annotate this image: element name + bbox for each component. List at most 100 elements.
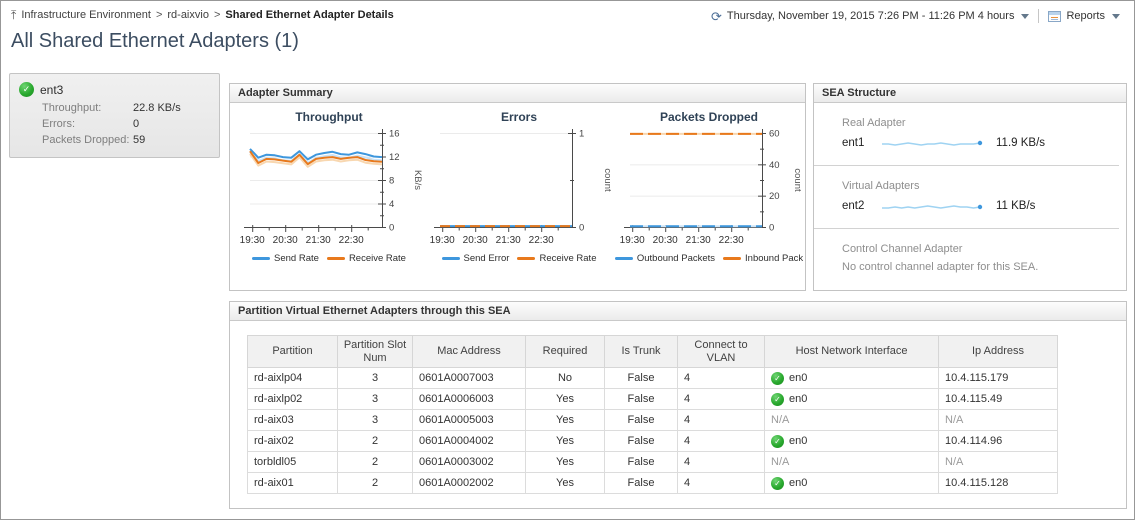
- metric-row: Packets Dropped: 59: [42, 132, 219, 148]
- cell-partition: rd-aixlp04: [247, 367, 338, 389]
- breadcrumb-item[interactable]: Infrastructure Environment: [21, 9, 151, 21]
- metric-label: Throughput:: [42, 102, 102, 114]
- sea-section: Control Channel Adapter No control channe…: [814, 229, 1119, 287]
- legend-item: Receive Rate: [326, 253, 406, 264]
- column-header-4[interactable]: Required: [525, 335, 605, 368]
- cell-slot-num: 3: [337, 409, 413, 431]
- sea-adapter-row: ent2 11 KB/s: [842, 197, 1113, 215]
- cell-vlan: 4: [677, 451, 765, 473]
- legend-item: Receive Rate: [517, 253, 596, 264]
- adapter-name: ent1: [842, 137, 865, 149]
- chart-errors: Errors 0 1 19:30 20:30 21:30 22:30 count Send Er…: [424, 105, 614, 264]
- cell-mac-address: 0601A0006003: [412, 388, 526, 410]
- table-row: rd-aix03 3 0601A0005003 Yes False 4 N/A N/A: [247, 409, 1058, 431]
- status-ok-icon: ✓: [771, 476, 784, 490]
- time-range-selector[interactable]: ⟳ Thursday, November 19, 2015 7:26 PM - …: [711, 10, 1030, 23]
- svg-text:40: 40: [769, 160, 780, 171]
- table-row: rd-aix01 2 0601A0002002 Yes False 4 ✓ en0 10.4.1…: [247, 472, 1058, 494]
- svg-text:19:30: 19:30: [240, 235, 265, 246]
- cell-vlan: 4: [677, 388, 765, 410]
- legend-swatch: [252, 257, 271, 260]
- sea-section-label: Virtual Adapters: [842, 180, 920, 192]
- svg-text:12: 12: [389, 152, 400, 163]
- host-interface-name: N/A: [771, 456, 790, 468]
- svg-text:19:30: 19:30: [430, 235, 455, 246]
- sea-sections: Real Adapter ent1 11.9 KB/s Virtual Adapter…: [814, 103, 1126, 287]
- legend-label: Outbound Packets: [636, 253, 716, 264]
- legend-label: Receive Rate: [539, 253, 597, 264]
- legend-swatch: [517, 257, 536, 260]
- metric-label: Packets Dropped:: [42, 134, 130, 146]
- metric-label: Errors:: [42, 118, 75, 130]
- chart-canvas: 0 1 19:30 20:30 21:30 22:30 count: [430, 129, 613, 247]
- cell-is-trunk: False: [604, 409, 678, 431]
- legend-swatch: [614, 257, 633, 260]
- cell-mac-address: 0601A0007003: [412, 367, 526, 389]
- cell-host-interface: ✓ en0: [764, 367, 939, 389]
- table-row: rd-aix02 2 0601A0004002 Yes False 4 ✓ en0 10.4.1…: [247, 430, 1058, 452]
- column-header-3[interactable]: Mac Address: [412, 335, 526, 368]
- sea-section: Virtual Adapters ent2 11 KB/s: [814, 166, 1119, 229]
- cell-ip-address: 10.4.115.128: [938, 472, 1058, 494]
- breadcrumb-item[interactable]: rd-aixvio: [167, 9, 209, 21]
- svg-text:count: count: [602, 168, 612, 192]
- svg-text:KB/s: KB/s: [412, 170, 422, 190]
- breadcrumb-item: Shared Ethernet Adapter Details: [225, 9, 394, 21]
- legend-item: Outbound Packets: [614, 253, 716, 264]
- chevron-down-icon: [1021, 13, 1030, 19]
- host-interface-name: en0: [789, 477, 808, 489]
- reports-menu[interactable]: Reports: [1048, 10, 1120, 22]
- svg-text:0: 0: [579, 223, 584, 234]
- time-range-label: Thursday, November 19, 2015 7:26 PM - 11…: [726, 10, 1015, 22]
- metric-value: 59: [133, 134, 146, 146]
- legend-item: Inbound Pack: [723, 253, 803, 264]
- cell-vlan: 4: [677, 367, 765, 389]
- cell-is-trunk: False: [604, 451, 678, 473]
- chart-title: Errors: [500, 110, 538, 124]
- chart-legend: Send Error Receive Rate: [424, 253, 614, 264]
- cell-vlan: 4: [677, 409, 765, 431]
- column-header-2[interactable]: Partition Slot Num: [337, 335, 413, 368]
- cell-ip-address: 10.4.115.179: [938, 367, 1058, 389]
- chart-title: Throughput: [295, 110, 363, 124]
- chart-title: Packets Dropped: [659, 110, 759, 124]
- host-interface-name: en0: [789, 435, 808, 447]
- metric-row: Throughput: 22.8 KB/s: [42, 100, 219, 116]
- cell-required: Yes: [525, 388, 605, 410]
- cell-required: Yes: [525, 430, 605, 452]
- cell-is-trunk: False: [604, 472, 678, 494]
- host-interface-name: N/A: [771, 414, 790, 426]
- svg-text:4: 4: [389, 199, 394, 210]
- cell-ip-address: 10.4.115.49: [938, 388, 1058, 410]
- host-interface: ✓ en0: [771, 476, 932, 490]
- cell-partition: rd-aix02: [247, 430, 338, 452]
- cell-required: Yes: [525, 472, 605, 494]
- column-header-5[interactable]: Is Trunk: [604, 335, 678, 368]
- chart-legend: Outbound Packets Inbound Pack: [614, 253, 804, 264]
- cell-host-interface: ✓ en0: [764, 472, 939, 494]
- svg-text:60: 60: [769, 129, 780, 140]
- adapter-card-ent3[interactable]: ✓ ent3 Throughput: 22.8 KB/s Errors: 0 Packe…: [9, 73, 220, 158]
- report-icon: [1048, 10, 1062, 22]
- host-interface: ✓ en0: [771, 392, 932, 406]
- adapter-value: 11 KB/s: [996, 200, 1036, 212]
- host-interface: N/A: [771, 456, 932, 468]
- cell-partition: rd-aixlp02: [247, 388, 338, 410]
- host-interface-name: en0: [789, 393, 808, 405]
- cell-host-interface: N/A: [764, 451, 939, 473]
- cell-mac-address: 0601A0003002: [412, 451, 526, 473]
- svg-text:0: 0: [769, 223, 774, 234]
- column-header-8[interactable]: Ip Address: [938, 335, 1058, 368]
- column-header-1[interactable]: Partition: [247, 335, 338, 368]
- sea-section-label: Control Channel Adapter: [842, 243, 963, 255]
- column-header-6[interactable]: Connect to VLAN: [677, 335, 765, 368]
- adapter-value: 11.9 KB/s: [996, 137, 1046, 149]
- column-header-7[interactable]: Host Network Interface: [764, 335, 939, 368]
- svg-text:22:30: 22:30: [719, 235, 744, 246]
- chart-canvas: 0 4 8 12 16 19:30 20:30 21:30 22:30 KB/s: [240, 129, 423, 247]
- chevron-down-icon: [1112, 13, 1120, 19]
- svg-text:count: count: [792, 168, 802, 192]
- cell-partition: rd-aix01: [247, 472, 338, 494]
- level-up-icon: ⤒: [11, 8, 17, 22]
- svg-text:0: 0: [389, 223, 394, 234]
